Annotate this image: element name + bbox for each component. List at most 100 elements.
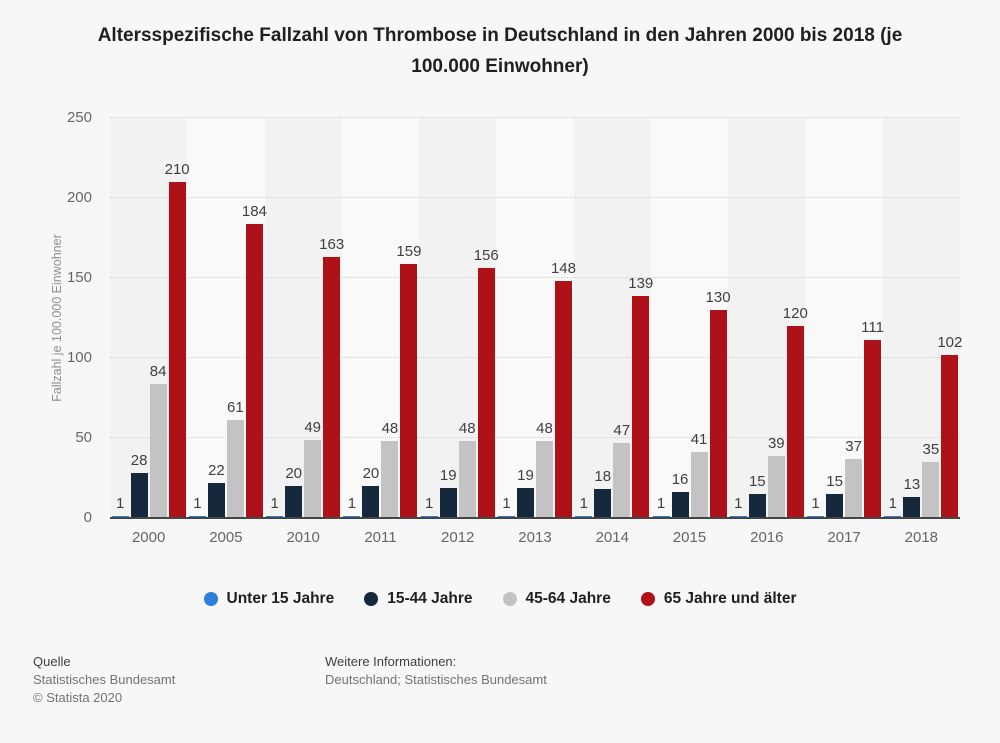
barwrap-2017-65-jahre-und-lter: 111 (861, 118, 884, 518)
barwrap-2005-unter-15-jahre: 1 (188, 118, 206, 518)
gridline-50 (110, 437, 960, 438)
barwrap-2000-15-44-jahre: 28 (130, 118, 148, 518)
bar-value-2005-15-44-jahre: 22 (208, 461, 225, 479)
legend-label-15-44-jahre: 15-44 Jahre (387, 590, 473, 607)
bar-2018-45-64-jahre[interactable] (922, 462, 940, 518)
bar-2011-45-64-jahre[interactable] (381, 441, 399, 518)
legend-dot-unter-15-jahre (203, 592, 218, 606)
barwrap-2014-unter-15-jahre: 1 (575, 118, 593, 518)
bar-2010-15-44-jahre[interactable] (285, 486, 303, 518)
barwrap-2010-15-44-jahre: 20 (285, 118, 303, 518)
barwrap-2014-15-44-jahre: 18 (594, 118, 612, 518)
bar-2014-65-jahre-und-lter[interactable] (632, 295, 650, 518)
bar-value-2014-65-jahre-und-lter: 139 (628, 274, 654, 292)
bar-value-2016-unter-15-jahre: 1 (734, 495, 743, 513)
bar-2010-45-64-jahre[interactable] (304, 439, 322, 518)
bar-value-2013-45-64-jahre: 48 (536, 420, 553, 438)
bar-2010-65-jahre-und-lter[interactable] (323, 257, 341, 518)
bar-2016-65-jahre-und-lter[interactable] (786, 326, 804, 518)
bar-2015-65-jahre-und-lter[interactable] (709, 310, 727, 518)
bar-2016-15-44-jahre[interactable] (748, 494, 766, 518)
bar-2015-45-64-jahre[interactable] (690, 452, 708, 518)
bar-2011-65-jahre-und-lter[interactable] (400, 263, 418, 518)
bar-value-2018-65-jahre-und-lter: 102 (937, 333, 963, 351)
barwrap-2013-15-44-jahre: 19 (516, 118, 534, 518)
barwrap-2015-45-64-jahre: 41 (690, 118, 708, 518)
bar-value-2010-65-jahre-und-lter: 163 (319, 236, 345, 254)
legend-item-45-64-jahre[interactable]: 45-64 Jahre (502, 590, 611, 608)
bar-2018-65-jahre-und-lter[interactable] (941, 354, 959, 518)
legend-label-45-64-jahre: 45-64 Jahre (525, 590, 611, 607)
bar-2015-15-44-jahre[interactable] (671, 492, 689, 518)
barwrap-2011-45-64-jahre: 48 (381, 118, 399, 518)
chart-title: Altersspezifische Fallzahl von Thrombose… (97, 25, 903, 77)
bar-2012-65-jahre-und-lter[interactable] (477, 268, 495, 518)
bar-value-2000-15-44-jahre: 28 (130, 452, 148, 470)
barwrap-2011-unter-15-jahre: 1 (343, 118, 361, 518)
legend-dot-15-44-jahre (364, 592, 379, 606)
bar-value-2015-15-44-jahre: 16 (671, 471, 689, 489)
bar-2000-45-64-jahre[interactable] (149, 383, 167, 518)
legend: Unter 15 Jahre 15-44 Jahre 45-64 Jahre 65 J… (0, 590, 1000, 608)
x-axis-line (110, 517, 960, 519)
bar-2017-65-jahre-und-lter[interactable] (864, 340, 882, 518)
bar-2014-15-44-jahre[interactable] (594, 489, 612, 518)
copyright-notice: © Statista 2020 (33, 690, 123, 705)
legend-dot-65-jahre-und-lter (640, 592, 655, 606)
bar-2005-15-44-jahre[interactable] (207, 482, 225, 518)
x-label-2005: 2005 (209, 529, 243, 546)
x-label-2000: 2000 (131, 529, 166, 546)
bar-2005-45-64-jahre[interactable] (226, 420, 244, 518)
bar-2011-15-44-jahre[interactable] (362, 486, 380, 518)
source-value: Statistisches Bundesamt (33, 672, 176, 687)
bar-2013-15-44-jahre[interactable] (516, 487, 534, 518)
x-label-2010: 2010 (286, 529, 320, 546)
bar-value-2005-65-jahre-und-lter: 184 (241, 202, 267, 220)
barwrap-2000-unter-15-jahre: 1 (111, 118, 129, 518)
bar-2016-45-64-jahre[interactable] (767, 455, 785, 518)
bar-value-2010-15-44-jahre: 20 (285, 465, 302, 482)
bar-2000-15-44-jahre[interactable] (130, 473, 148, 518)
y-tick-100: 100 (66, 349, 92, 366)
bar-value-2011-15-44-jahre: 20 (362, 465, 380, 482)
legend-item-65-jahre-und-lter[interactable]: 65 Jahre und älter (640, 590, 797, 608)
bar-2012-15-44-jahre[interactable] (439, 487, 457, 518)
bar-value-2010-45-64-jahre: 49 (304, 418, 321, 436)
bar-value-2000-45-64-jahre: 84 (149, 362, 167, 380)
bar-2014-45-64-jahre[interactable] (613, 442, 631, 518)
barwrap-2013-65-jahre-und-lter: 148 (551, 118, 576, 518)
barwrap-2017-45-64-jahre: 37 (845, 118, 863, 518)
y-tick-250: 250 (66, 109, 92, 126)
legend-label-65-jahre-und-lter: 65 Jahre und älter (663, 590, 797, 607)
bar-2013-65-jahre-und-lter[interactable] (554, 281, 572, 518)
y-tick-200: 200 (66, 189, 92, 206)
bar-group-2015: 1 16 41 130 (651, 118, 731, 518)
bar-value-2011-65-jahre-und-lter: 159 (396, 242, 422, 260)
y-tick-0: 0 (83, 509, 92, 526)
bar-2013-45-64-jahre[interactable] (535, 441, 553, 518)
legend-item-unter-15-jahre[interactable]: Unter 15 Jahre (203, 590, 334, 608)
bar-value-2000-unter-15-jahre: 1 (115, 495, 125, 513)
bar-value-2005-unter-15-jahre: 1 (193, 495, 202, 513)
bar-2018-15-44-jahre[interactable] (903, 497, 921, 518)
bar-group-2017: 1 15 37 111 (805, 118, 884, 518)
barwrap-2018-unter-15-jahre: 1 (884, 118, 902, 518)
barwrap-2005-65-jahre-und-lter: 184 (242, 118, 267, 518)
barwrap-2010-unter-15-jahre: 1 (266, 118, 284, 518)
bar-value-2018-15-44-jahre: 13 (903, 476, 921, 494)
barwrap-2018-45-64-jahre: 35 (922, 118, 940, 518)
bar-value-2014-unter-15-jahre: 1 (579, 495, 588, 513)
bar-2017-15-44-jahre[interactable] (826, 494, 844, 518)
bar-group-2018: 1 13 35 102 (883, 118, 963, 518)
bar-2012-45-64-jahre[interactable] (458, 441, 476, 518)
bar-2017-45-64-jahre[interactable] (845, 458, 863, 518)
legend-item-15-44-jahre[interactable]: 15-44 Jahre (364, 590, 473, 608)
x-label-2016: 2016 (750, 529, 784, 546)
bar-2000-65-jahre-und-lter[interactable] (168, 182, 186, 518)
bar-2005-65-jahre-und-lter[interactable] (245, 223, 263, 518)
x-label-2018: 2018 (904, 529, 939, 546)
bar-value-2013-15-44-jahre: 19 (517, 466, 534, 484)
barwrap-2010-65-jahre-und-lter: 163 (319, 118, 344, 518)
barwrap-2014-65-jahre-und-lter: 139 (628, 118, 653, 518)
